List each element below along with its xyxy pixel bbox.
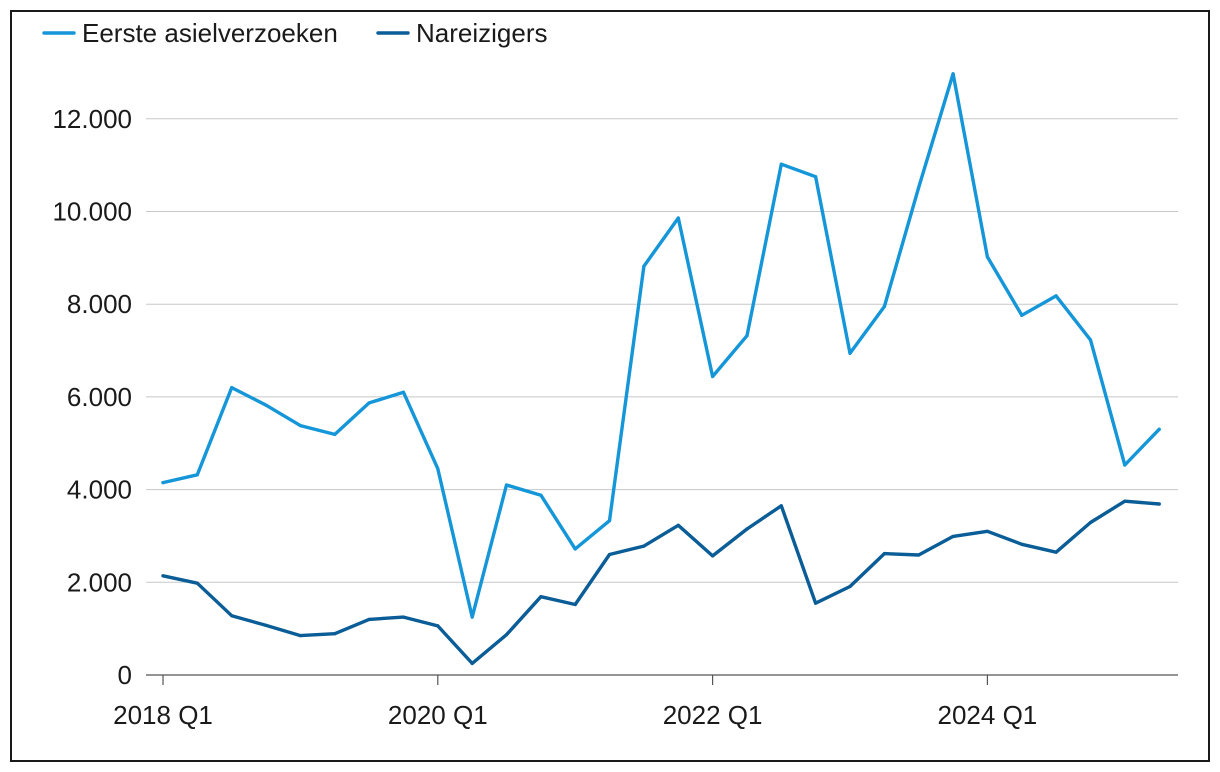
data-point <box>333 432 337 437</box>
data-point <box>470 615 474 619</box>
x-tick-label: 2024 Q1 <box>938 700 1038 730</box>
data-point <box>607 552 612 557</box>
y-tick-label: 0 <box>118 660 132 690</box>
data-point <box>436 624 440 628</box>
data-point <box>264 403 268 407</box>
y-tick-label: 6.000 <box>67 382 132 412</box>
data-point <box>951 72 955 76</box>
data-point <box>1157 502 1161 506</box>
gridlines <box>146 118 1178 583</box>
data-point <box>951 534 955 539</box>
data-point <box>573 602 577 607</box>
data-point <box>985 529 990 533</box>
data-point <box>367 617 371 621</box>
y-tick-label: 8.000 <box>67 289 132 319</box>
data-point <box>607 519 612 523</box>
data-point <box>195 473 199 477</box>
data-point <box>367 401 371 405</box>
data-point <box>436 467 440 471</box>
data-point <box>711 554 715 558</box>
data-point <box>814 175 818 179</box>
data-point <box>298 634 302 638</box>
x-axis-tick-labels: 2018 Q1 2020 Q1 2022 Q1 2024 Q1 <box>113 700 1037 730</box>
y-tick-label: 12.000 <box>52 104 132 134</box>
data-point <box>848 584 852 589</box>
data-point <box>676 216 680 220</box>
data-point <box>161 481 165 485</box>
data-point <box>779 504 783 508</box>
data-point <box>504 483 509 487</box>
data-point <box>1020 313 1024 317</box>
data-point <box>470 661 474 666</box>
data-point <box>1088 520 1093 525</box>
data-point <box>1054 550 1058 554</box>
data-point <box>917 185 921 189</box>
data-point <box>401 390 406 394</box>
data-point <box>195 581 199 585</box>
data-point <box>917 553 921 557</box>
data-point <box>230 386 234 390</box>
legend-label: Nareizigers <box>416 18 548 48</box>
x-axis <box>146 674 1178 685</box>
data-point <box>1020 542 1024 546</box>
y-tick-label: 10.000 <box>52 197 132 227</box>
legend-label: Eerste asielverzoeken <box>82 18 338 48</box>
x-tick-label: 2020 Q1 <box>388 700 488 730</box>
y-axis-tick-labels: 0 2.000 4.000 6.000 8.000 10.000 12.000 <box>52 104 132 690</box>
data-point <box>333 632 337 636</box>
series-line-1 <box>161 499 1161 666</box>
data-point <box>264 623 268 628</box>
data-point <box>676 523 680 527</box>
x-tick-label: 2022 Q1 <box>663 700 763 730</box>
data-point <box>1123 499 1127 503</box>
series-lines <box>161 72 1161 666</box>
data-point <box>882 304 886 309</box>
data-point <box>848 351 852 355</box>
data-point <box>230 614 234 618</box>
data-point <box>745 527 749 531</box>
data-point <box>814 601 818 605</box>
data-point <box>1157 427 1161 431</box>
y-tick-label: 4.000 <box>67 475 132 505</box>
x-tick-label: 2018 Q1 <box>113 700 213 730</box>
legend: Eerste asielverzoeken Nareizigers <box>42 18 548 48</box>
data-point <box>642 544 646 548</box>
data-point <box>1088 338 1093 342</box>
chart-frame <box>10 10 1210 762</box>
data-point <box>779 162 783 166</box>
data-point <box>985 255 990 259</box>
data-point <box>573 547 577 551</box>
data-point <box>504 633 509 637</box>
data-point <box>298 424 302 428</box>
data-point <box>161 574 165 578</box>
data-point <box>882 551 886 556</box>
data-point <box>539 493 543 497</box>
y-tick-label: 2.000 <box>67 567 132 597</box>
data-point <box>1054 294 1058 298</box>
data-point <box>745 334 749 338</box>
data-point <box>642 264 646 268</box>
data-point <box>401 615 406 619</box>
data-point <box>711 374 715 379</box>
series-line-0 <box>161 72 1161 619</box>
data-point <box>1123 463 1127 467</box>
data-point <box>539 595 543 599</box>
